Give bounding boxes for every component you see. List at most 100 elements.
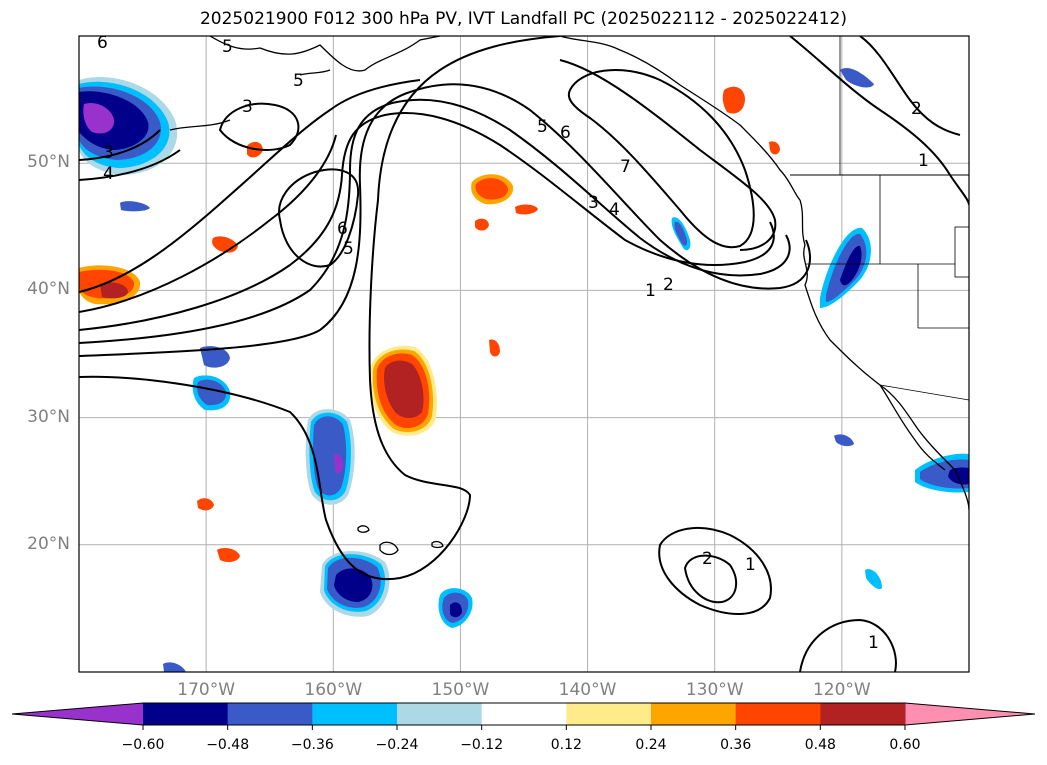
colorbar-segment [397,703,483,725]
longitude-label: 120°W [812,680,871,700]
colorbar-tick-label: −0.36 [290,737,334,753]
colorbar-tick-label: 0.36 [720,737,752,753]
ivt-negative-region [865,569,882,590]
ivt-positive-region [475,218,489,231]
ivt-negative-region [197,379,227,406]
contour-label: 5 [222,37,233,57]
colorbar-tick-label: −0.12 [460,737,504,753]
pv-contour-line [278,168,360,268]
ivt-negative-region [450,602,462,618]
ivt-negative-region [120,201,150,212]
ivt-negative-region [334,568,373,602]
contour-label: 2 [663,275,674,295]
colorbar-extend-high [905,703,1035,725]
contour-label: 4 [609,200,620,220]
alaska-coastline [209,36,441,72]
map-panel: 6 5 3 5 3 4 6 5 5 6 7 3 4 1 2 2 1 2 1 1 [79,33,969,672]
colorbar-tick-label: −0.48 [206,737,250,753]
contour-label: 5 [343,239,354,259]
colorbar-segment [227,703,313,725]
contour-label: 4 [103,164,114,184]
colorbar-tick-label: 0.24 [635,737,667,753]
ivt-negative-region [840,245,862,286]
contour-label: 3 [242,97,253,117]
latitude-label: 30°N [27,406,70,427]
hawaii-islands [357,525,444,556]
ivt-positive-region [217,548,240,563]
pv-contour-line [79,79,421,293]
ivt-negative-region [83,102,115,134]
coastlines [169,36,969,556]
longitude-label: 170°W [177,680,236,700]
contour-labels: 6 5 3 5 3 4 6 5 5 6 7 3 4 1 2 2 1 2 1 1 [97,33,929,653]
contour-label: 1 [918,151,929,171]
north-america-coastline [799,199,969,511]
colorbar-tick-label: −0.24 [375,737,419,753]
ivt-positive-region [722,86,745,114]
alaska-coastline [559,36,801,201]
ivt-negative-region [948,467,969,485]
longitude-label: 140°W [558,680,617,700]
colorbar-segment [312,703,398,725]
contour-label: 5 [537,117,548,137]
ivt-positive-region [489,339,500,357]
ivt-negative-region [313,416,347,496]
ivt-positive-region [197,498,214,511]
colorbar-tick-label: −0.60 [121,737,165,753]
contour-label: 6 [337,219,348,239]
colorbar-segment [566,703,652,725]
colorbar-extend-low [12,703,143,725]
colorbar-segment [481,703,567,725]
map-frame [78,35,970,673]
colorbar-tick-label: 0.60 [889,737,921,753]
pv-contour-line [658,527,772,615]
pv-contour-line [79,112,775,331]
latitude-label: 20°N [27,533,70,554]
contour-label: 1 [868,633,879,653]
contour-label: 7 [620,157,631,177]
ivt-negative-region [834,434,854,447]
colorbar [11,702,1036,730]
ivt-negative-region [840,67,874,88]
contour-label: 6 [97,33,108,53]
pv-contour-line [79,59,777,313]
pv-contour-line [79,149,181,181]
pv-contour-line [789,36,969,206]
colorbar-segment [651,703,737,725]
map-title: 2025021900 F012 300 hPa PV, IVT Landfall… [199,9,847,29]
longitude-label: 160°W [304,680,363,700]
pv-contours [79,36,969,672]
borders [790,36,969,401]
pv-contour-line [683,554,738,604]
contour-label: 3 [588,193,599,213]
contour-label: 1 [745,555,756,575]
pv-contour-line [859,36,961,136]
ivt-positive-region [475,178,509,200]
contour-label: 2 [702,549,713,569]
ivt-negative-region [163,662,186,672]
aleutian-islands [169,69,331,131]
pv-contour-line [79,83,811,357]
ivt-negative-region [334,454,343,474]
longitude-label: 130°W [685,680,744,700]
contour-label: 5 [293,71,304,91]
baja-coastline [879,384,946,471]
colorbar-segment [143,703,229,725]
contour-label: 3 [103,143,114,163]
contour-label: 2 [911,99,922,119]
colorbar-segment [735,703,821,725]
pv-contour-line [79,36,561,581]
ivt-positive-region [100,282,128,299]
contour-label: 1 [645,281,656,301]
pv-contour-line [799,618,897,672]
latitude-label: 40°N [27,279,70,300]
colorbar-segment [820,703,906,725]
colorbar-tick-label: 0.12 [550,737,582,753]
ivt-positive-region [384,360,424,418]
latitude-label: 50°N [27,152,70,173]
ivt-negative-region [674,221,688,246]
pv-contour-line [79,98,791,344]
pv-contour-line [567,69,755,249]
pv-contour-line [79,129,161,161]
